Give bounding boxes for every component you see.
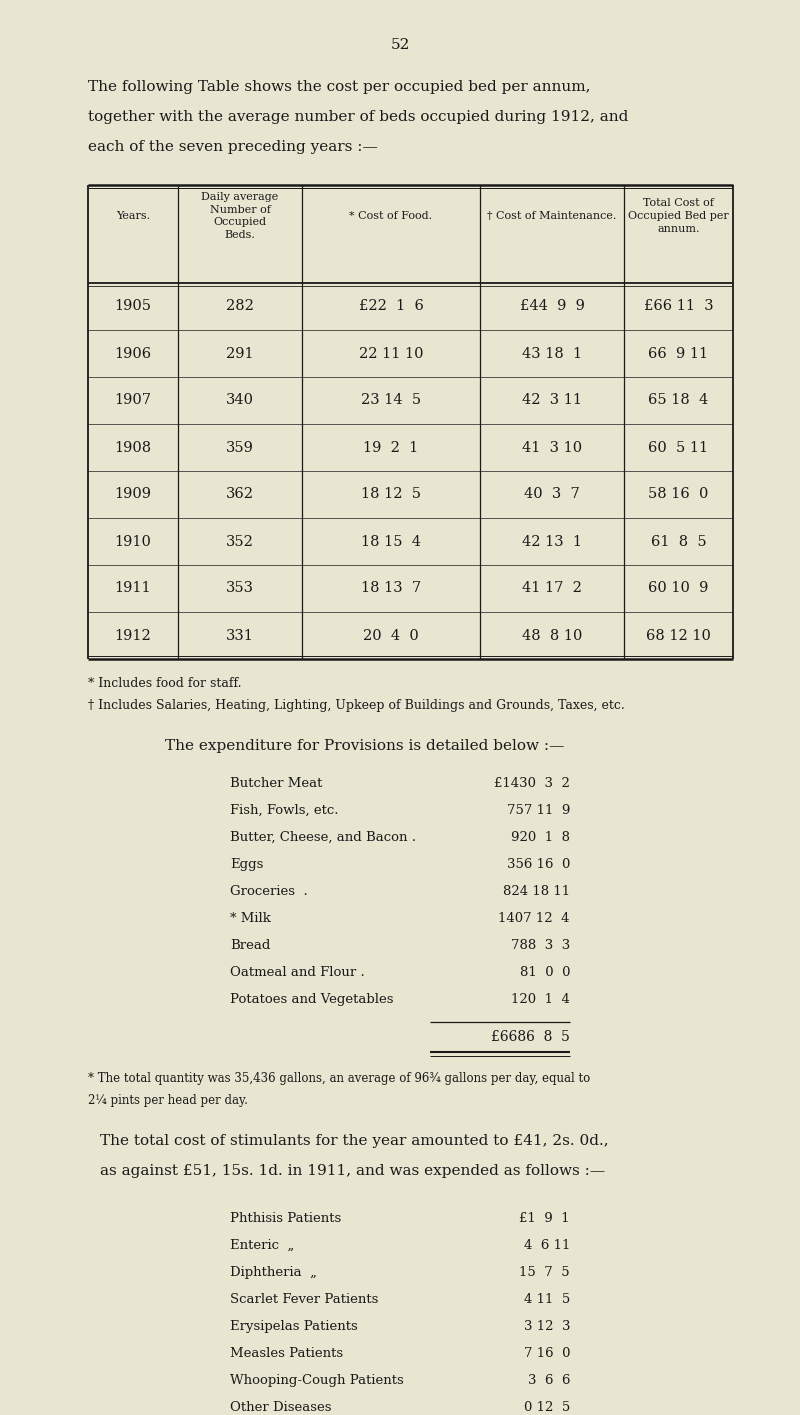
Text: 18 13  7: 18 13 7 — [361, 582, 421, 596]
Text: 757 11  9: 757 11 9 — [506, 804, 570, 816]
Text: each of the seven preceding years :—: each of the seven preceding years :— — [88, 140, 378, 154]
Text: Butcher Meat: Butcher Meat — [230, 777, 322, 790]
Text: 52: 52 — [390, 38, 410, 52]
Text: 1910: 1910 — [114, 535, 151, 549]
Text: 920  1  8: 920 1 8 — [511, 831, 570, 843]
Text: 340: 340 — [226, 393, 254, 408]
Text: 120  1  4: 120 1 4 — [511, 993, 570, 1006]
Text: * Includes food for staff.: * Includes food for staff. — [88, 676, 242, 691]
Text: 48  8 10: 48 8 10 — [522, 628, 582, 642]
Text: £6686  8  5: £6686 8 5 — [491, 1030, 570, 1044]
Text: 1407 12  4: 1407 12 4 — [498, 913, 570, 925]
Text: 282: 282 — [226, 300, 254, 314]
Text: £66 11  3: £66 11 3 — [644, 300, 714, 314]
Text: Enteric  „: Enteric „ — [230, 1240, 294, 1252]
Text: 356 16  0: 356 16 0 — [506, 857, 570, 872]
Text: 68 12 10: 68 12 10 — [646, 628, 711, 642]
Text: Bread: Bread — [230, 940, 270, 952]
Text: 58 16  0: 58 16 0 — [648, 488, 709, 501]
Text: 66  9 11: 66 9 11 — [649, 347, 709, 361]
Text: 60  5 11: 60 5 11 — [649, 440, 709, 454]
Text: 4 11  5: 4 11 5 — [524, 1293, 570, 1306]
Text: 18 12  5: 18 12 5 — [361, 488, 421, 501]
Text: 60 10  9: 60 10 9 — [648, 582, 709, 596]
Text: 0 12  5: 0 12 5 — [524, 1401, 570, 1414]
Text: Groceries  .: Groceries . — [230, 884, 308, 899]
Text: The expenditure for Provisions is detailed below :—: The expenditure for Provisions is detail… — [165, 739, 564, 753]
Text: 1912: 1912 — [114, 628, 151, 642]
Text: 15  7  5: 15 7 5 — [519, 1266, 570, 1279]
Text: Oatmeal and Flour .: Oatmeal and Flour . — [230, 966, 365, 979]
Text: 19  2  1: 19 2 1 — [363, 440, 418, 454]
Text: 42  3 11: 42 3 11 — [522, 393, 582, 408]
Text: Erysipelas Patients: Erysipelas Patients — [230, 1320, 358, 1333]
Text: 20  4  0: 20 4 0 — [363, 628, 419, 642]
Text: 2¼ pints per head per day.: 2¼ pints per head per day. — [88, 1094, 248, 1107]
Text: 4  6 11: 4 6 11 — [524, 1240, 570, 1252]
Text: 61  8  5: 61 8 5 — [650, 535, 706, 549]
Text: 788  3  3: 788 3 3 — [510, 940, 570, 952]
Text: Total Cost of
Occupied Bed per
annum.: Total Cost of Occupied Bed per annum. — [628, 198, 729, 233]
Text: Butter, Cheese, and Bacon .: Butter, Cheese, and Bacon . — [230, 831, 416, 843]
Text: Other Diseases: Other Diseases — [230, 1401, 331, 1414]
Text: 81  0  0: 81 0 0 — [519, 966, 570, 979]
Text: £1430  3  2: £1430 3 2 — [494, 777, 570, 790]
Text: 40  3  7: 40 3 7 — [524, 488, 580, 501]
Text: 18 15  4: 18 15 4 — [361, 535, 421, 549]
Text: Daily average
Number of
Occupied
Beds.: Daily average Number of Occupied Beds. — [202, 192, 278, 241]
Text: 353: 353 — [226, 582, 254, 596]
Text: 359: 359 — [226, 440, 254, 454]
Text: 1907: 1907 — [114, 393, 151, 408]
Text: 1906: 1906 — [114, 347, 151, 361]
Text: 352: 352 — [226, 535, 254, 549]
Text: The total cost of stimulants for the year amounted to £41, 2s. 0d.,: The total cost of stimulants for the yea… — [100, 1133, 609, 1148]
Text: 1911: 1911 — [114, 582, 151, 596]
Text: together with the average number of beds occupied during 1912, and: together with the average number of beds… — [88, 110, 628, 125]
Text: Measles Patients: Measles Patients — [230, 1347, 343, 1360]
Text: £1  9  1: £1 9 1 — [519, 1213, 570, 1225]
Text: 331: 331 — [226, 628, 254, 642]
Text: † Includes Salaries, Heating, Lighting, Upkeep of Buildings and Grounds, Taxes, : † Includes Salaries, Heating, Lighting, … — [88, 699, 625, 712]
Text: Phthisis Patients: Phthisis Patients — [230, 1213, 342, 1225]
Text: 3 12  3: 3 12 3 — [523, 1320, 570, 1333]
Text: as against £51, 15s. 1d. in 1911, and was expended as follows :—: as against £51, 15s. 1d. in 1911, and wa… — [100, 1165, 605, 1179]
Text: Fish, Fowls, etc.: Fish, Fowls, etc. — [230, 804, 338, 816]
Text: 23 14  5: 23 14 5 — [361, 393, 421, 408]
Text: 291: 291 — [226, 347, 254, 361]
Text: 824 18 11: 824 18 11 — [503, 884, 570, 899]
Text: 22 11 10: 22 11 10 — [358, 347, 423, 361]
Text: £44  9  9: £44 9 9 — [519, 300, 585, 314]
Text: The following Table shows the cost per occupied bed per annum,: The following Table shows the cost per o… — [88, 81, 590, 93]
Text: 1905: 1905 — [114, 300, 151, 314]
Text: * Cost of Food.: * Cost of Food. — [350, 211, 433, 221]
Text: 42 13  1: 42 13 1 — [522, 535, 582, 549]
Text: 1909: 1909 — [114, 488, 151, 501]
Text: Diphtheria  „: Diphtheria „ — [230, 1266, 317, 1279]
Text: 3  6  6: 3 6 6 — [527, 1374, 570, 1387]
Text: Years.: Years. — [116, 211, 150, 221]
Text: 43 18  1: 43 18 1 — [522, 347, 582, 361]
Text: Scarlet Fever Patients: Scarlet Fever Patients — [230, 1293, 378, 1306]
Text: £22  1  6: £22 1 6 — [358, 300, 423, 314]
Text: † Cost of Maintenance.: † Cost of Maintenance. — [487, 211, 617, 221]
Text: 362: 362 — [226, 488, 254, 501]
Text: * Milk: * Milk — [230, 913, 271, 925]
Text: 1908: 1908 — [114, 440, 151, 454]
Text: 41  3 10: 41 3 10 — [522, 440, 582, 454]
Text: 7 16  0: 7 16 0 — [523, 1347, 570, 1360]
Text: 65 18  4: 65 18 4 — [648, 393, 709, 408]
Text: * The total quantity was 35,436 gallons, an average of 96¾ gallons per day, equa: * The total quantity was 35,436 gallons,… — [88, 1073, 590, 1085]
Text: Whooping-Cough Patients: Whooping-Cough Patients — [230, 1374, 404, 1387]
Text: Eggs: Eggs — [230, 857, 263, 872]
Text: Potatoes and Vegetables: Potatoes and Vegetables — [230, 993, 394, 1006]
Text: 41 17  2: 41 17 2 — [522, 582, 582, 596]
